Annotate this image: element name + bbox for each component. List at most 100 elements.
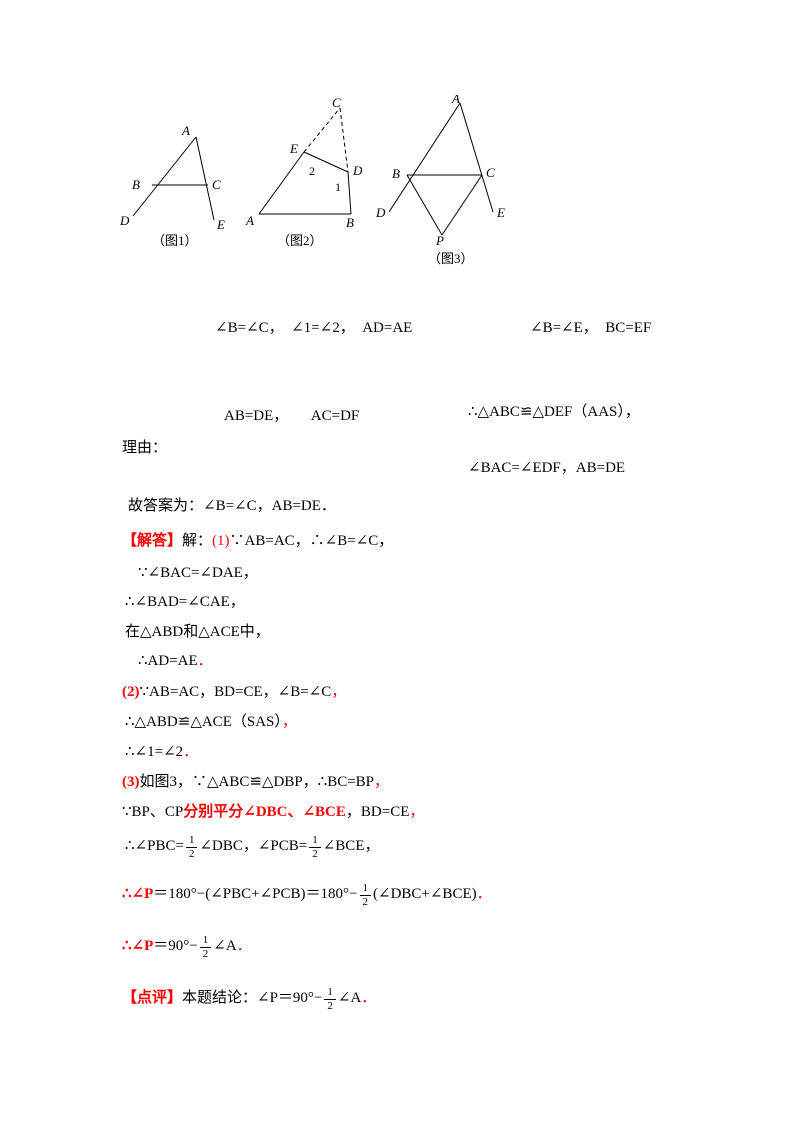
text-segment: ∵∠BAC=∠DAE， — [138, 565, 258, 581]
text-segment: ∠A — [213, 938, 237, 954]
figure-1: A B C D E （图1） — [120, 123, 225, 248]
text-line: 理由： — [122, 438, 167, 458]
text-segment: ∴∠BAD=∠CAE， — [125, 594, 245, 610]
text-line: ∠B=∠E， BC=EF — [530, 318, 651, 338]
text-segment: ∵BP、CP — [122, 804, 184, 820]
text-segment: ，BD=CE — [345, 804, 410, 820]
point-label-d: D — [375, 205, 386, 220]
text-segment: AB=DE， AC=DF — [224, 408, 360, 424]
text-line: 故答案为：∠B=∠C，AB=DE． — [128, 496, 336, 516]
text-segment: ． — [476, 886, 492, 902]
text-line: ∠B=∠C， ∠1=∠2， AD=AE — [215, 318, 412, 338]
text-line: 【点评】本题结论：∠P＝90°− 1 2 ∠A． — [122, 986, 376, 1013]
text-line: ∵BP、CP分别平分∠DBC、∠BCE，BD=CE， — [122, 802, 424, 822]
figure-3-caption: （图3） — [428, 251, 474, 266]
text-segment: 如图3，∵△ABC≌△DBP，∴BC=BP — [139, 774, 375, 790]
edge-ad — [132, 136, 197, 217]
text-line: ∴∠BAD=∠CAE， — [125, 592, 245, 612]
edge-ae — [195, 136, 215, 221]
text-segment: 【点评】 — [122, 990, 183, 1006]
text-line: 【解答】解：(1)∵AB=AC，∴∠B=∠C， — [122, 531, 393, 551]
text-segment: ， — [331, 684, 347, 700]
edge-cp — [441, 174, 483, 236]
text-line: ∴△ABD≌△ACE（SAS）， — [125, 712, 297, 732]
angle-label-2: 2 — [309, 164, 315, 178]
text-segment: 【解答】 — [122, 533, 183, 549]
point-label-c: C — [212, 177, 221, 192]
figure-3: A B C D E P （图3） — [375, 95, 505, 266]
point-label-e: E — [496, 205, 505, 220]
point-label-e: E — [289, 141, 298, 156]
point-label-a: A — [181, 123, 190, 138]
text-segment: 分别平分∠DBC、∠BCE — [183, 804, 346, 820]
text-segment: ∵AB=AC，∴∠B=∠C， — [229, 533, 394, 549]
text-segment: ∴AD=AE — [138, 653, 198, 669]
text-segment: ∠B=∠E， BC=EF — [530, 320, 652, 336]
edge-ad — [388, 102, 461, 213]
point-label-a: A — [451, 95, 460, 106]
text-segment: (∠DBC+∠BCE) — [373, 886, 477, 902]
figure-2: C E D A B 2 1 （图2） — [245, 95, 363, 248]
edge-ae — [459, 102, 494, 213]
text-line: ∴∠P＝180°−(∠PBC+∠PCB)＝180°− 1 2 (∠DBC+∠BCE)． — [122, 882, 492, 909]
text-line: ∴AD=AE． — [138, 651, 213, 671]
figure-box: A B C D E （图1） C E D A B 2 1 （图2） — [120, 95, 505, 266]
point-label-c: C — [486, 165, 495, 180]
text-segment: ∠A — [337, 990, 362, 1006]
text-segment: ∠B=∠C， ∠1=∠2， AD=AE — [215, 320, 413, 336]
text-segment: ． — [197, 653, 213, 669]
text-segment: ＝90°− — [153, 938, 198, 954]
text-segment: ＝180°−(∠PBC+∠PCB)＝180°− — [153, 886, 358, 902]
text-line: 在△ABD和△ACE中， — [125, 622, 270, 642]
text-segment: ． — [183, 744, 199, 760]
text-segment: (2) — [122, 684, 140, 700]
text-segment: ∴∠1=∠2 — [125, 744, 184, 760]
edge-ae — [258, 151, 305, 215]
text-segment: ． — [236, 938, 252, 954]
angle-label-1: 1 — [335, 180, 341, 194]
point-label-b: B — [392, 166, 400, 181]
text-line: ∴∠PBC= 1 2 ∠DBC，∠PCB= 1 2 ∠BCE， — [125, 834, 379, 861]
text-segment: ∠DBC，∠PCB= — [199, 838, 308, 854]
text-segment: ∴△ABD≌△ACE（SAS） — [125, 714, 282, 730]
point-label-a: A — [245, 213, 254, 228]
text-segment: ， — [374, 774, 390, 790]
text-line: ∵∠BAC=∠DAE， — [138, 563, 258, 583]
edge-ed — [303, 151, 349, 173]
text-line: ∴△ABC≌△DEF（AAS）， — [468, 402, 640, 422]
text-segment: ∵AB=AC，BD=CE，∠B=∠C — [139, 684, 332, 700]
point-label-d: D — [352, 163, 363, 178]
figure-1-caption: （图1） — [152, 233, 198, 248]
text-line: (3)如图3，∵△ABC≌△DBP，∴BC=BP， — [122, 772, 389, 792]
text-line: ∴∠P＝90°− 1 2 ∠A． — [122, 934, 252, 961]
text-segment: ， — [409, 804, 425, 820]
text-line: AB=DE， AC=DF — [224, 406, 359, 426]
text-segment: (3) — [122, 774, 140, 790]
text-segment: ， — [281, 714, 297, 730]
text-segment: 故答案为：∠B=∠C，AB=DE． — [128, 498, 336, 514]
text-segment: ． — [361, 990, 377, 1006]
figure-2-caption: （图2） — [277, 233, 323, 248]
text-segment: 理由： — [122, 440, 168, 456]
edge-cd-dashed — [339, 107, 349, 173]
text-segment: 解： — [182, 533, 213, 549]
point-label-b: B — [132, 177, 140, 192]
point-label-p: P — [435, 233, 444, 248]
text-segment: 在△ABD和△ACE中， — [125, 624, 270, 640]
point-label-c: C — [332, 95, 341, 110]
text-segment: (1) — [212, 533, 230, 549]
text-line: ∴∠1=∠2． — [125, 742, 198, 762]
text-line: ∠BAC=∠EDF，AB=DE — [468, 458, 625, 478]
text-segment: ∴∠PBC= — [125, 838, 184, 854]
edge-ec-dashed — [303, 107, 341, 153]
text-segment: ∴∠P — [122, 886, 154, 902]
text-segment: ∴∠P — [122, 938, 154, 954]
edge-db — [347, 171, 352, 215]
text-segment: ∠BCE， — [322, 838, 380, 854]
